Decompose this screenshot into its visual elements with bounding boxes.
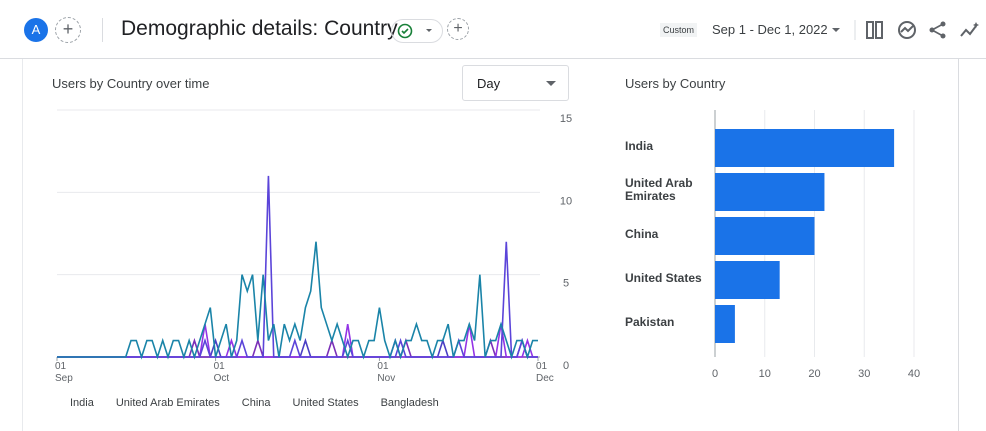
- bar: [715, 305, 735, 343]
- date-range[interactable]: Sep 1 - Dec 1, 2022: [712, 22, 828, 37]
- report-title: Demographic details: Country: [121, 17, 398, 40]
- bar-chart-title: Users by Country: [625, 76, 726, 91]
- y-tick-label: 5: [563, 278, 569, 290]
- y-tick-label: 10: [560, 195, 572, 207]
- status-chip[interactable]: [391, 19, 443, 43]
- legend-entry: India: [70, 397, 94, 409]
- date-badge: Custom: [660, 23, 698, 37]
- bar: [715, 261, 780, 299]
- bar: [715, 129, 895, 167]
- avatar[interactable]: A: [24, 18, 48, 42]
- card-border: [22, 59, 959, 431]
- line-series: [57, 241, 538, 360]
- bar: [715, 217, 815, 255]
- legend: India United Arab Emirates China United Sta…: [70, 397, 439, 409]
- category-label: Pakistan: [625, 314, 675, 329]
- header: A + Demographic details: Country + Custo…: [0, 0, 986, 59]
- line-series: [57, 323, 538, 358]
- line-chart-title: Users by Country over time: [52, 76, 210, 91]
- x-tick-label: 01 Sep: [55, 361, 73, 384]
- legend-entry: United Arab Emirates: [115, 397, 220, 409]
- x-tick-label: 30: [858, 368, 870, 380]
- y-tick-label: 0: [563, 360, 569, 372]
- toolbar[interactable]: [828, 20, 986, 42]
- category-label: United Arab Emirates: [625, 176, 693, 203]
- x-tick-label: 0: [712, 368, 718, 380]
- x-tick-label: 10: [759, 368, 771, 380]
- legend-entry: United States: [292, 397, 359, 409]
- add-comparison[interactable]: +: [55, 17, 81, 43]
- add-filter[interactable]: +: [447, 18, 469, 40]
- category-label: India: [625, 138, 654, 153]
- granularity-label: Day: [477, 76, 501, 91]
- y-tick-label: 15: [560, 113, 572, 125]
- x-tick-label: 01 Nov: [377, 361, 396, 384]
- dropdown-arrow: [546, 81, 556, 86]
- x-tick-label: 20: [808, 368, 820, 380]
- category-label: China: [625, 226, 659, 241]
- legend-entry: China: [241, 397, 271, 409]
- legend-entry: Bangladesh: [380, 397, 439, 409]
- category-label: United States: [625, 270, 702, 285]
- bar: [715, 173, 825, 211]
- divider: [102, 18, 103, 42]
- x-tick-label: 01 Oct: [213, 361, 230, 384]
- x-tick-label: 40: [908, 368, 920, 380]
- x-tick-label: 01 Dec: [536, 361, 554, 384]
- status-icons: [397, 23, 432, 39]
- granularity-select[interactable]: Day: [462, 65, 569, 101]
